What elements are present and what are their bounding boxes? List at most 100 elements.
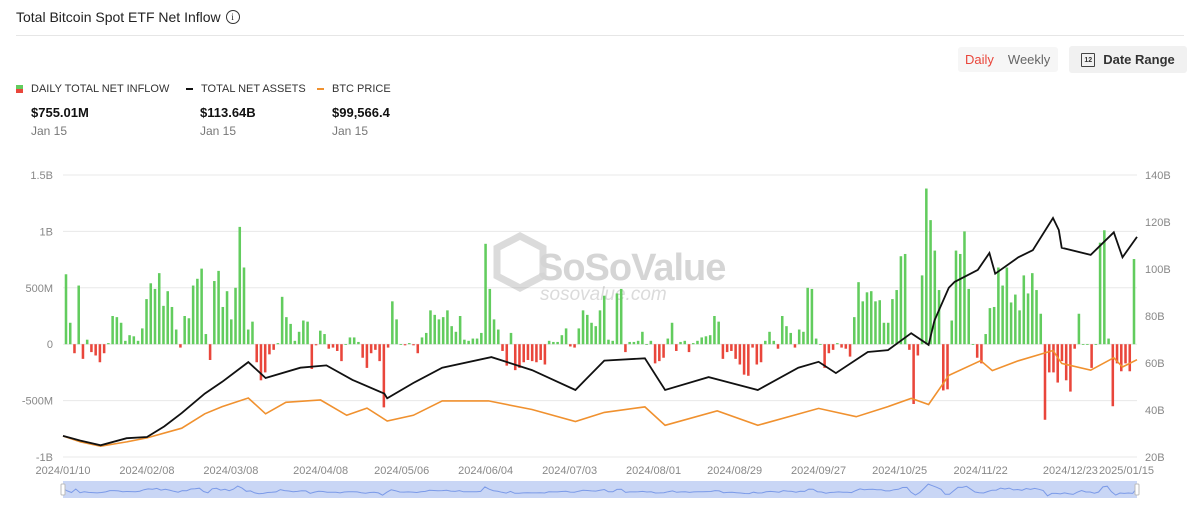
inflow-bar [208, 344, 212, 360]
inflow-bar [598, 310, 602, 345]
inflow-bar [658, 344, 661, 362]
inflow-bar [505, 344, 509, 366]
right-axis-tick: 20B [1145, 452, 1165, 464]
weekly-tab[interactable]: Weekly [1007, 52, 1051, 67]
date-range-button[interactable]: 12 Date Range [1069, 46, 1187, 73]
legend-daily-inflow[interactable]: DAILY TOTAL NET INFLOW [16, 83, 169, 95]
inflow-bar [1026, 293, 1030, 345]
inflow-bar [424, 332, 428, 345]
inflow-bar [1047, 344, 1051, 373]
net-assets-line [62, 216, 1138, 447]
inflow-bar [687, 344, 691, 353]
inflow-bar [683, 340, 687, 345]
divider [16, 35, 1184, 36]
inflow-bar [98, 344, 102, 363]
inflow-bar [378, 344, 381, 362]
inflow-bar [920, 275, 924, 345]
inflow-bar [814, 338, 818, 345]
info-icon[interactable]: i [225, 10, 240, 24]
inflow-bar [467, 340, 470, 345]
inflow-bar [170, 306, 174, 345]
inflow-bar [285, 317, 288, 345]
inflow-bar [64, 274, 68, 345]
inflow-legend-icon [16, 85, 23, 94]
inflow-bar [408, 343, 411, 345]
inflow-bar [840, 344, 843, 348]
inflow-bar [107, 343, 110, 345]
inflow-bar [268, 344, 271, 355]
inflow-bar [950, 320, 954, 345]
inflow-bar [323, 334, 326, 345]
legend-btc-price[interactable]: BTC PRICE [317, 83, 391, 95]
inflow-bar [441, 317, 445, 345]
inflow-bar [403, 344, 407, 346]
inflow-value: $755.01M [31, 105, 89, 120]
inflow-bar [484, 243, 487, 345]
inflow-bar [1014, 294, 1017, 345]
inflow-bar [937, 290, 941, 345]
inflow-bar [602, 295, 606, 345]
x-axis-tick: 2024/06/04 [458, 465, 513, 477]
inflow-bar [1005, 267, 1009, 345]
left-axis-tick: 1B [40, 226, 53, 238]
inflow-bar [132, 336, 136, 345]
inflow-bar [1098, 242, 1102, 345]
inflow-bar [933, 250, 937, 345]
inflow-bar [319, 330, 322, 345]
inflow-bar [136, 340, 140, 345]
navigator-background [63, 481, 1137, 498]
inflow-bar [450, 326, 453, 345]
inflow-bar [302, 320, 305, 345]
inflow-bar [713, 316, 716, 345]
inflow-bar [594, 326, 598, 345]
inflow-bar [420, 337, 424, 345]
inflow-bar [586, 314, 589, 345]
inflow-bar [386, 344, 390, 348]
inflow-bar [344, 344, 347, 345]
inflow-bar [903, 253, 907, 345]
inflow-bar [772, 340, 776, 345]
inflow-bar [369, 344, 373, 354]
inflow-bar [73, 344, 76, 354]
inflow-bar [94, 344, 97, 356]
inflow-bar [475, 338, 479, 345]
inflow-bar [149, 283, 153, 345]
inflow-bar [492, 319, 496, 345]
inflow-bar [569, 344, 572, 347]
inflow-bar [382, 344, 386, 408]
inflow-bar [764, 340, 767, 345]
daily-tab[interactable]: Daily [965, 52, 994, 67]
inflow-bar [458, 316, 462, 345]
inflow-bar [255, 344, 258, 363]
inflow-bar [81, 344, 85, 359]
inflow-bar [1115, 344, 1119, 364]
x-axis-tick: 2024/02/08 [119, 465, 174, 477]
x-axis-tick: 2024/04/08 [293, 465, 348, 477]
inflow-bar [785, 326, 788, 345]
inflow-bar [908, 344, 911, 350]
inflow-bar [416, 344, 420, 354]
inflow-bar [1018, 310, 1021, 345]
inflow-bar [797, 329, 801, 345]
inflow-bar [85, 339, 89, 345]
inflow-bar [780, 316, 784, 345]
inflow-bar [590, 322, 593, 345]
inflow-bar [971, 344, 975, 345]
inflow-bar [293, 340, 297, 345]
inflow-bar [636, 340, 640, 345]
inflow-bar [857, 282, 860, 345]
legend-net-assets[interactable]: TOTAL NET ASSETS [186, 83, 306, 95]
inflow-bar [967, 288, 970, 345]
x-axis-tick: 2024/10/25 [872, 465, 927, 477]
calendar-icon: 12 [1081, 52, 1096, 67]
inflow-bar [869, 291, 873, 345]
inflow-bar [340, 344, 343, 362]
inflow-bar [954, 250, 958, 345]
inflow-bar [641, 331, 644, 345]
inflow-bar [755, 344, 759, 365]
navigator[interactable] [60, 481, 1140, 498]
inflow-bar [437, 319, 441, 345]
inflow-bar [187, 318, 191, 345]
inflow-bar [556, 341, 559, 345]
x-axis-tick: 2024/08/29 [707, 465, 762, 477]
